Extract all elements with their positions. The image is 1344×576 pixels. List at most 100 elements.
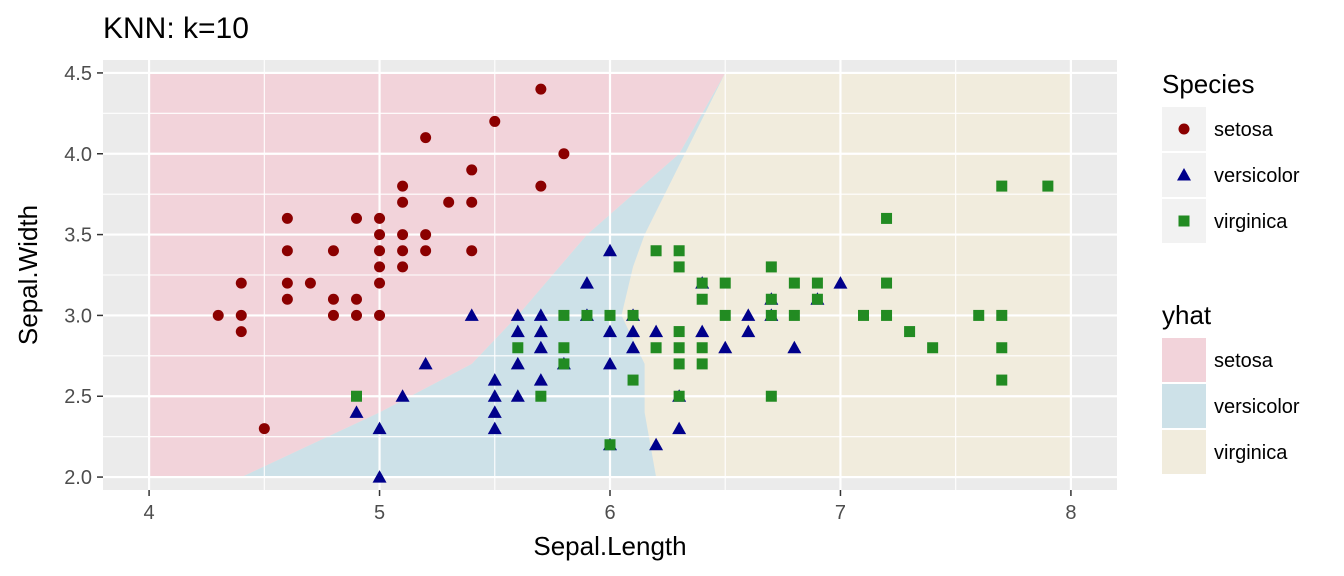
legend-entry: virginica <box>1162 199 1288 243</box>
x-tick-label: 6 <box>604 502 615 524</box>
point-versicolor <box>510 389 525 402</box>
point-virginica <box>765 261 777 273</box>
legend-key-versicolor <box>1162 384 1206 428</box>
legend-entry: versicolor <box>1162 384 1300 428</box>
point-versicolor <box>349 405 364 418</box>
point-versicolor <box>579 276 594 289</box>
point-virginica <box>788 309 800 321</box>
legend-label: setosa <box>1214 350 1274 372</box>
point-setosa <box>397 196 409 208</box>
point-versicolor <box>464 308 479 321</box>
legend-species: Species setosa versicolor virginica <box>1162 69 1300 243</box>
point-versicolor <box>741 308 756 321</box>
point-setosa <box>374 277 386 289</box>
point-setosa <box>281 293 293 305</box>
point-setosa <box>397 180 409 192</box>
legend-label: versicolor <box>1214 396 1300 418</box>
legend-key-versicolor <box>1177 168 1191 181</box>
point-virginica <box>765 293 777 305</box>
point-versicolor <box>510 356 525 370</box>
point-virginica <box>351 390 362 402</box>
point-setosa <box>489 115 501 127</box>
point-versicolor <box>649 324 664 338</box>
point-versicolor <box>510 324 525 338</box>
point-versicolor <box>603 356 617 370</box>
point-virginica <box>558 309 570 321</box>
point-versicolor <box>787 340 802 354</box>
y-tick-label: 4.5 <box>64 63 92 85</box>
point-virginica <box>996 180 1008 192</box>
point-versicolor <box>626 340 641 354</box>
legend-key-virginica <box>1178 215 1190 227</box>
point-virginica <box>673 245 685 257</box>
point-setosa <box>420 245 432 257</box>
point-setosa <box>374 309 386 321</box>
point-setosa <box>235 277 247 289</box>
point-setosa <box>212 309 224 321</box>
legend-entry: versicolor <box>1162 153 1300 197</box>
x-tick-label: 8 <box>1065 502 1076 524</box>
point-setosa <box>374 229 386 241</box>
point-virginica <box>904 326 916 338</box>
point-virginica <box>996 374 1008 386</box>
legend-entry: setosa <box>1162 107 1274 151</box>
point-setosa <box>235 309 247 321</box>
point-setosa <box>397 261 409 273</box>
point-setosa <box>235 326 247 338</box>
point-virginica <box>673 358 685 370</box>
point-virginica <box>811 293 823 305</box>
point-versicolor <box>372 421 387 435</box>
point-versicolor <box>395 389 410 402</box>
point-virginica <box>1042 180 1054 192</box>
point-setosa <box>397 229 409 241</box>
point-setosa <box>327 309 339 321</box>
point-setosa <box>281 245 293 257</box>
point-versicolor <box>603 243 617 257</box>
point-versicolor <box>487 421 502 435</box>
legend: Speciessetosaversicolorvirginicayhatseto… <box>1162 69 1300 474</box>
point-virginica <box>788 277 800 289</box>
point-setosa <box>304 277 316 289</box>
y-tick-label: 2.5 <box>64 386 92 408</box>
x-tick-label: 7 <box>835 502 846 524</box>
point-virginica <box>581 309 593 321</box>
point-versicolor <box>741 324 756 338</box>
point-setosa <box>466 164 478 176</box>
y-tick-label: 3.0 <box>64 305 92 327</box>
point-setosa <box>351 212 362 224</box>
point-versicolor <box>510 308 525 321</box>
point-virginica <box>673 390 685 402</box>
legend-title: yhat <box>1162 300 1212 330</box>
point-virginica <box>719 277 731 289</box>
point-virginica <box>604 439 616 451</box>
x-tick-label: 5 <box>374 502 385 524</box>
point-setosa <box>443 196 455 208</box>
point-virginica <box>673 342 685 354</box>
point-virginica <box>973 309 985 321</box>
y-axis-label: Sepal.Width <box>13 205 43 345</box>
point-virginica <box>696 277 708 289</box>
point-setosa <box>374 261 386 273</box>
axes: 4 5 6 7 8 2.0 2.5 3.0 3.5 4.0 4.5 <box>64 63 1076 524</box>
point-virginica <box>881 309 893 321</box>
point-versicolor <box>487 389 502 402</box>
point-virginica <box>881 212 893 224</box>
point-setosa <box>420 132 432 144</box>
point-virginica <box>811 277 823 289</box>
point-virginica <box>696 293 708 305</box>
point-virginica <box>604 309 616 321</box>
point-virginica <box>535 390 547 402</box>
point-virginica <box>696 342 708 354</box>
point-setosa <box>351 309 362 321</box>
legend-key-virginica <box>1162 430 1206 474</box>
y-tick-label: 3.5 <box>64 225 92 247</box>
legend-title: Species <box>1162 69 1255 99</box>
point-versicolor <box>533 373 548 386</box>
chart-title: KNN: k=10 <box>103 12 249 45</box>
point-setosa <box>535 180 547 192</box>
x-axis-label: Sepal.Length <box>533 531 686 561</box>
point-setosa <box>374 212 386 224</box>
legend-label: versicolor <box>1214 165 1300 187</box>
legend-label: virginica <box>1214 442 1288 464</box>
